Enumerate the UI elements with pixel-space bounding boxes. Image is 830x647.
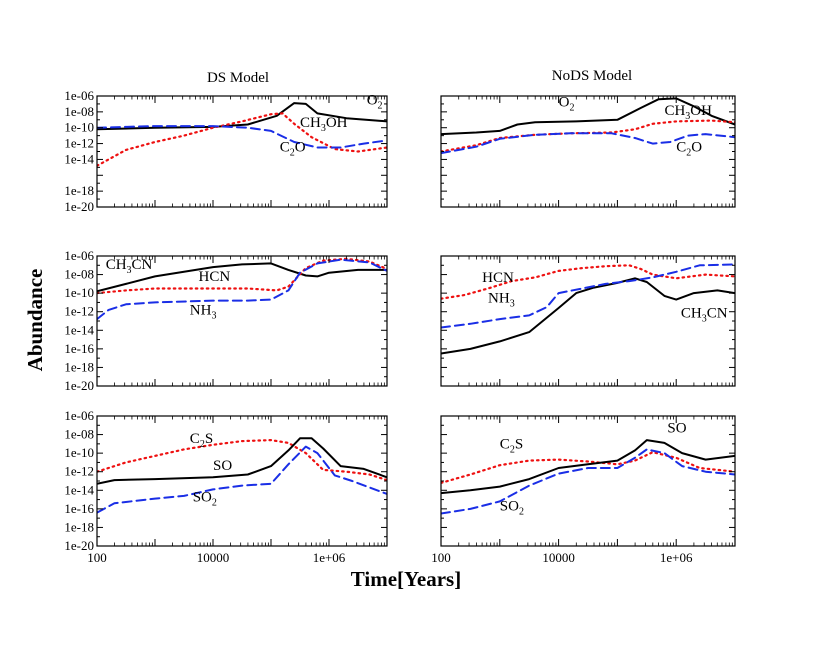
panel-3: HCN NH3 CH3CN xyxy=(440,255,736,387)
y-tick-label: 1e-16 xyxy=(64,341,94,356)
species-label: SO2 xyxy=(500,499,524,518)
column-title-nods: NoDS Model xyxy=(552,68,632,84)
x-tick-label: 1e+06 xyxy=(313,550,346,565)
species-label: C2S xyxy=(190,431,213,450)
panel-0-series xyxy=(97,102,387,167)
species-label: CH3CN xyxy=(106,257,153,276)
species-label: HCN xyxy=(199,269,231,285)
species-label: C2S xyxy=(500,437,523,456)
x-tick-label: 10000 xyxy=(542,550,575,565)
panel-1: O2 CH3OH C2O xyxy=(440,94,736,208)
y-tick-label: 1e-12 xyxy=(64,304,94,319)
y-tick-label: 1e-18 xyxy=(64,359,94,374)
panel-4-frame xyxy=(96,415,388,547)
series-line-c2o xyxy=(441,132,735,155)
panel-2-frame xyxy=(96,255,388,387)
panel-5-series xyxy=(441,439,735,515)
species-label: O2 xyxy=(559,94,575,113)
y-tick-label: 1e-10 xyxy=(64,285,94,300)
species-label: C2O xyxy=(676,140,702,159)
species-label: CH3OH xyxy=(664,103,712,122)
panel-0-frame xyxy=(96,95,388,208)
y-tick-label: 1e-20 xyxy=(64,538,94,553)
series-line-ch3oh xyxy=(97,112,387,167)
y-tick-label: 1e-08 xyxy=(64,104,94,119)
series-line-hcn xyxy=(441,264,735,300)
series-line-nh3 xyxy=(97,258,387,321)
panel-1-series xyxy=(441,97,735,155)
species-label: O2 xyxy=(367,93,383,112)
y-tick-label: 1e-20 xyxy=(64,378,94,393)
species-label: HCN xyxy=(482,270,514,286)
y-tick-label: 1e-06 xyxy=(64,408,94,423)
x-axis-label: Time[Years] xyxy=(351,567,461,591)
x-tick-label: 100 xyxy=(87,550,107,565)
series-line-ch3cn xyxy=(97,262,387,293)
series-line-so2 xyxy=(97,445,387,514)
y-tick-label: 1e-20 xyxy=(64,199,94,214)
y-tick-label: 1e-14 xyxy=(64,322,94,337)
y-tick-label: 1e-16 xyxy=(64,501,94,516)
panel-4: 1e-06 1e-08 1e-10 1e-12 1e-14 1e-16 1e-18 1e-20… xyxy=(64,408,388,565)
panel-2: 1e-06 1e-08 1e-10 1e-12 1e-14 1e-16 1e-18 1e-20… xyxy=(64,248,388,393)
species-label: NH3 xyxy=(190,303,217,322)
y-axis-label: Abundance xyxy=(23,269,47,372)
y-tick-label: 1e-14 xyxy=(64,151,94,166)
y-tick-label: 1e-10 xyxy=(64,120,94,135)
species-label: SO xyxy=(213,458,232,474)
series-line-so xyxy=(97,437,387,485)
series-line-so xyxy=(441,439,735,495)
panels: 1e-061e-081e-101e-121e-141e-181e-20O2CH3… xyxy=(64,88,736,565)
y-tick-label: 1e-08 xyxy=(64,267,94,282)
series-line-o2 xyxy=(441,97,735,136)
y-tick-label: 1e-08 xyxy=(64,427,94,442)
species-label: SO2 xyxy=(193,489,217,508)
series-line-o2 xyxy=(97,102,387,131)
y-tick-label: 1e-14 xyxy=(64,482,94,497)
x-tick-label: 10000 xyxy=(197,550,230,565)
y-tick-label: 1e-06 xyxy=(64,248,94,263)
series-line-c2o xyxy=(97,125,387,149)
species-label: CH3CN xyxy=(681,305,728,324)
column-title-ds: DS Model xyxy=(207,70,269,86)
species-label: C2O xyxy=(280,140,306,159)
series-line-nh3 xyxy=(441,263,735,329)
panel-5: 100 10000 1e+06 SO C2S SO2 xyxy=(431,415,736,565)
y-tick-label: 1e-18 xyxy=(64,519,94,534)
y-tick-label: 1e-18 xyxy=(64,183,94,198)
series-line-so2 xyxy=(441,448,735,515)
species-label: CH3OH xyxy=(300,115,348,134)
x-tick-label: 1e+06 xyxy=(660,550,693,565)
y-tick-label: 1e-10 xyxy=(64,445,94,460)
species-label: NH3 xyxy=(488,290,515,309)
series-line-c2s xyxy=(97,439,387,482)
panel-4-series xyxy=(97,437,387,514)
x-tick-label: 100 xyxy=(431,550,451,565)
y-tick-label: 1e-12 xyxy=(64,136,94,151)
panel-5-frame xyxy=(440,415,736,547)
species-label: SO xyxy=(667,421,686,437)
y-tick-label: 1e-12 xyxy=(64,464,94,479)
y-tick-label: 1e-06 xyxy=(64,88,94,103)
series-line-hcn xyxy=(97,257,387,295)
panel-3-series xyxy=(441,263,735,355)
panel-2-series xyxy=(97,257,387,321)
